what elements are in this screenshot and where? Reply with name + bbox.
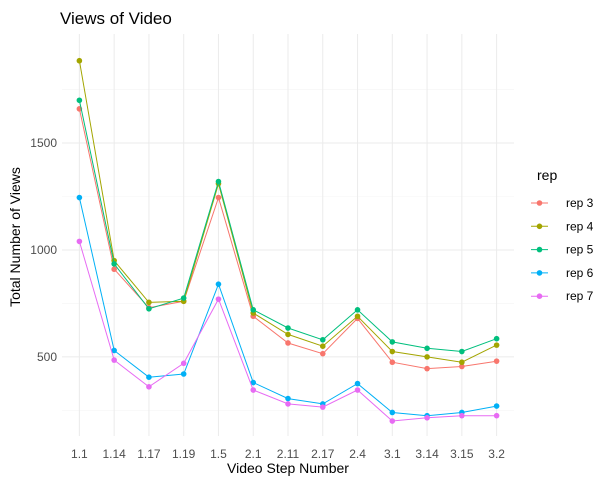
legend-key-point-rep-4 [537,224,543,230]
data-point-rep-4 [459,359,465,365]
data-point-rep-6 [216,281,222,287]
x-tick-label: 1.1 [71,447,88,461]
data-point-rep-5 [77,97,83,103]
data-point-rep-4 [390,349,396,355]
data-point-rep-5 [216,179,222,185]
data-point-rep-3 [424,366,430,372]
data-point-rep-7 [390,418,396,424]
data-point-rep-7 [146,384,152,390]
data-point-rep-5 [459,349,465,355]
data-point-rep-3 [494,358,500,364]
data-point-rep-4 [77,58,83,64]
data-point-rep-4 [355,313,361,319]
data-point-rep-7 [424,415,430,421]
data-point-rep-4 [320,343,326,349]
data-point-rep-7 [181,360,187,366]
data-point-rep-7 [459,413,465,419]
data-point-rep-3 [216,195,222,201]
legend-label-rep-6: rep 6 [566,266,594,280]
x-axis-title: Video Step Number [227,460,349,476]
data-point-rep-5 [181,295,187,301]
data-point-rep-6 [77,195,83,201]
data-point-rep-5 [146,306,152,312]
data-point-rep-4 [146,300,152,306]
legend-label-rep-5: rep 5 [566,243,594,257]
data-point-rep-4 [285,332,291,338]
legend-key-point-rep-6 [537,270,543,276]
data-point-rep-5 [250,307,256,313]
x-tick-label: 1.17 [137,447,161,461]
data-point-rep-7 [494,413,500,419]
chart-title: Views of Video [60,9,172,28]
x-tick-label: 1.14 [102,447,126,461]
data-point-rep-6 [285,396,291,402]
data-point-rep-3 [390,359,396,365]
x-tick-label: 3.2 [488,447,505,461]
legend-key-point-rep-3 [537,200,543,206]
legend: rep rep 3 rep 4 rep 5 rep 6 rep 7 [531,167,594,303]
data-point-rep-6 [181,371,187,377]
x-tick-label: 2.11 [277,447,300,461]
x-tick-label: 2.17 [311,447,335,461]
data-point-rep-3 [285,340,291,346]
x-tick-label: 2.1 [245,447,262,461]
x-tick-labels: 1.1 1.14 1.17 1.19 1.5 2.1 2.11 2.17 2.4 3.1 3.14 3… [71,447,505,461]
x-tick-label: 1.5 [210,447,227,461]
data-point-rep-3 [320,351,326,357]
data-point-rep-5 [111,261,117,267]
y-tick-label: 1000 [30,243,57,257]
x-tick-label: 3.15 [450,447,474,461]
data-point-rep-3 [111,266,117,272]
data-point-rep-5 [424,346,430,352]
data-point-rep-5 [390,339,396,345]
data-point-rep-5 [355,307,361,313]
x-tick-label: 2.4 [349,447,366,461]
legend-label-rep-3: rep 3 [566,196,594,210]
legend-label-rep-7: rep 7 [566,289,594,303]
data-point-rep-6 [355,381,361,387]
data-point-rep-7 [111,357,117,363]
data-point-rep-5 [494,336,500,342]
y-tick-label: 1500 [30,136,57,150]
legend-key-point-rep-5 [537,247,543,253]
x-tick-label: 3.1 [384,447,401,461]
data-point-rep-7 [355,387,361,393]
grid-lines [62,34,514,436]
data-point-rep-7 [250,387,256,393]
data-point-rep-6 [390,410,396,416]
data-point-rep-7 [77,239,83,245]
legend-title: rep [537,167,557,183]
x-tick-label: 3.14 [415,447,439,461]
legend-label-rep-4: rep 4 [566,219,594,233]
data-point-rep-5 [285,325,291,331]
x-tick-label: 1.19 [172,447,196,461]
data-point-rep-6 [146,374,152,380]
data-point-rep-6 [494,403,500,409]
data-point-rep-4 [494,342,500,348]
data-point-rep-5 [320,337,326,343]
data-point-rep-7 [216,296,222,302]
y-axis-title: Total Number of Views [7,167,23,307]
y-tick-labels: 500 1000 1500 [30,136,57,364]
data-point-rep-7 [285,401,291,407]
legend-key-point-rep-7 [537,293,543,299]
data-point-rep-4 [424,354,430,360]
y-tick-label: 500 [37,350,57,364]
data-point-rep-7 [320,404,326,410]
